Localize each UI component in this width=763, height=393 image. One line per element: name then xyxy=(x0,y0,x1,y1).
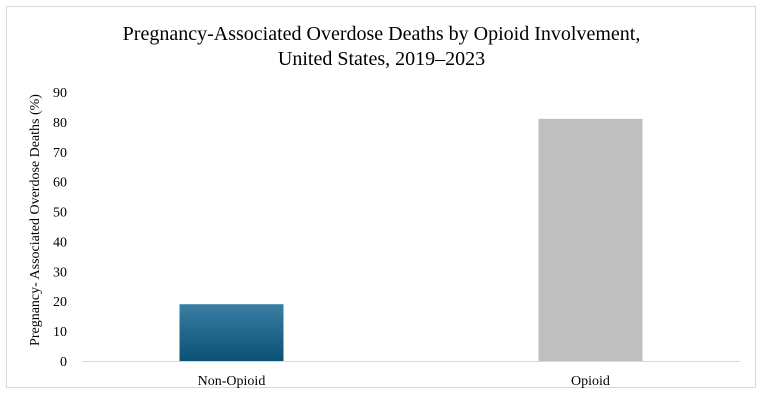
y-tick-label: 80 xyxy=(53,116,67,131)
y-tick-label: 60 xyxy=(53,176,67,191)
bar-non-opioid xyxy=(179,304,284,361)
bar-opioid xyxy=(538,118,643,362)
x-axis-ticks: Non-Opioid Opioid xyxy=(198,374,610,389)
x-tick-label: Opioid xyxy=(571,374,610,389)
x-tick-label: Non-Opioid xyxy=(198,374,266,389)
y-tick-label: 90 xyxy=(53,86,67,101)
chart-title-line-1: Pregnancy-Associated Overdose Deaths by … xyxy=(122,23,641,45)
y-tick-label: 0 xyxy=(60,355,67,370)
y-tick-label: 40 xyxy=(53,235,67,250)
bars xyxy=(179,118,643,362)
y-axis-title: Pregnancy- Associated Overdose Deaths (%… xyxy=(28,94,43,346)
chart-title-line-2: United States, 2019–2023 xyxy=(277,48,486,70)
y-axis-ticks: 0 10 20 30 40 50 60 70 80 90 xyxy=(53,86,67,370)
y-tick-label: 50 xyxy=(53,206,67,221)
y-tick-label: 30 xyxy=(53,265,67,280)
chart-title: Pregnancy-Associated Overdose Deaths by … xyxy=(0,22,763,72)
y-tick-label: 70 xyxy=(53,146,67,161)
y-tick-label: 20 xyxy=(53,295,67,310)
y-tick-label: 10 xyxy=(53,325,67,340)
